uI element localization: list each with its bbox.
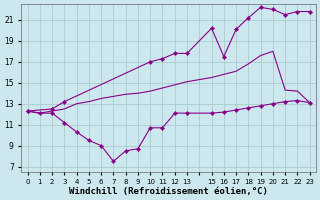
X-axis label: Windchill (Refroidissement éolien,°C): Windchill (Refroidissement éolien,°C) (69, 187, 268, 196)
